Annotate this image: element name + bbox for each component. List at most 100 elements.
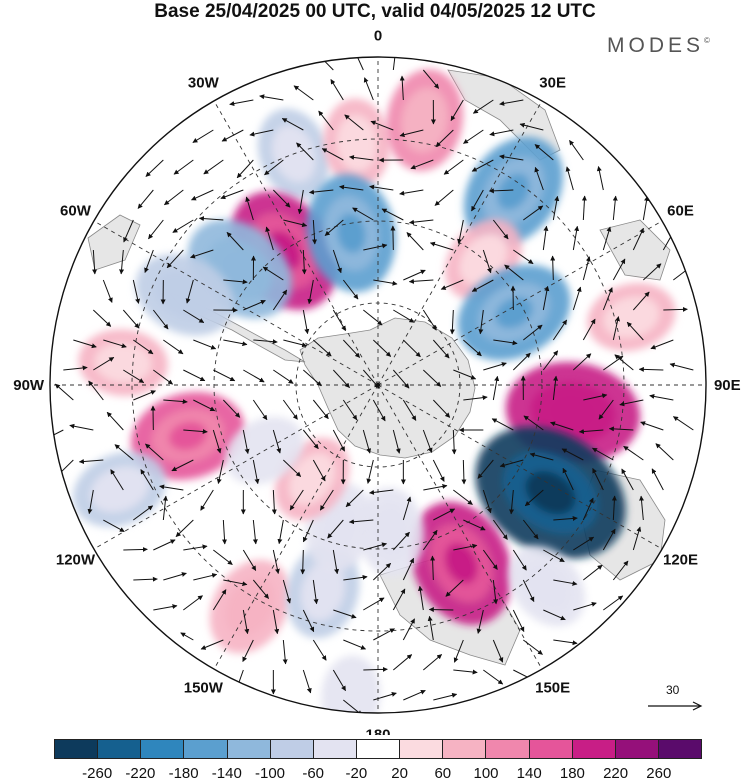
landmass-outline [299,317,476,459]
meridian-line [213,100,379,386]
wind-vector [393,309,415,323]
wind-vector [433,692,458,701]
wind-vector [272,189,291,208]
wind-vector [203,159,224,175]
wind-vector [289,489,304,511]
colorbar-tick-label: -180 [168,765,199,782]
wind-vector [553,515,578,521]
wind-vector [463,129,484,144]
wind-vector [640,421,664,431]
wind-vector [534,144,554,161]
wind-vector [370,120,394,131]
wind-vector [583,564,603,581]
wind-vector [272,429,282,454]
colorbar-segment [141,740,185,758]
wind-vector [183,369,206,382]
wind-vector [300,549,306,575]
wind-vector [212,429,222,454]
wind-vector [489,129,514,137]
wind-vector [132,279,141,304]
wind-vector [332,309,347,332]
wind-vector [137,189,154,209]
wind-vector [222,519,228,545]
anomaly-blob [135,254,234,336]
wind-vector [324,219,344,236]
wind-vector [352,57,364,71]
wind-vector [343,639,367,650]
colorbar-tick-label: -220 [125,765,156,782]
wind-vector [581,195,587,221]
wind-vector [410,159,434,170]
longitude-label: 150E [535,680,570,697]
anomaly-blob [386,69,464,172]
wind-vector [492,639,504,663]
wind-vector [302,309,310,335]
wind-vector [296,142,314,161]
wind-vector [621,468,634,491]
colorbar-tick-label: 260 [646,765,672,782]
wind-vector [529,452,554,461]
wind-vector [598,399,614,420]
colorbar-tick-label: -260 [82,765,113,782]
wind-vector [145,159,164,177]
colorbar-tick-label: 180 [559,765,585,782]
colorbar [54,739,702,759]
wind-vector [277,519,284,545]
meridian-line [93,220,379,386]
wind-vector [282,459,302,477]
wind-vector [342,399,358,421]
wind-vector [349,154,374,161]
wind-vector [478,309,484,335]
colorbar-segment [356,740,401,758]
wind-vector [392,531,410,551]
wind-vector [259,94,284,101]
wind-vector [345,489,364,508]
wind-vector [649,394,674,401]
wind-vector [461,459,467,485]
brand-mark: © [704,36,710,45]
colorbar-segment [615,740,659,758]
wind-vector [369,184,394,191]
anomaly-blob [209,559,291,654]
wind-vector [572,225,580,251]
wind-vector [163,572,187,581]
wind-vector [273,369,294,384]
wind-vector [245,196,254,221]
longitude-label: 150W [184,680,224,697]
wind-vector [173,159,194,175]
wind-vector [312,459,326,482]
wind-vector [553,639,578,646]
wind-vector [543,549,565,563]
wind-vector [63,365,88,371]
wind-vector [348,519,374,525]
wind-vector [318,110,334,131]
wind-vector [332,669,346,692]
wind-vector [153,539,176,551]
wind-vector [483,362,507,371]
wind-vector [602,226,612,251]
colorbar-tick-label: 60 [434,765,452,782]
wind-vector [282,399,298,420]
wind-vector [403,269,426,281]
wind-vector [393,654,413,671]
wind-vector [319,489,334,511]
wind-vector [642,263,662,281]
colorbar-segment [55,740,99,758]
anomaly-blob [587,282,676,352]
wind-vector [453,489,473,505]
wind-vector [220,189,244,200]
wind-vector [301,249,307,275]
wind-vector [523,415,544,431]
wind-vector [651,468,664,491]
wind-vector [302,609,315,633]
colorbar-segment [184,740,228,758]
wind-vector [626,321,644,341]
wind-vector [542,225,549,251]
wind-vector [213,549,233,566]
wind-vector [673,416,694,431]
wind-vector [583,393,608,401]
wind-vector [476,609,484,634]
wind-vector [103,519,125,533]
wind-vector [372,399,386,422]
wind-vector [513,249,534,265]
